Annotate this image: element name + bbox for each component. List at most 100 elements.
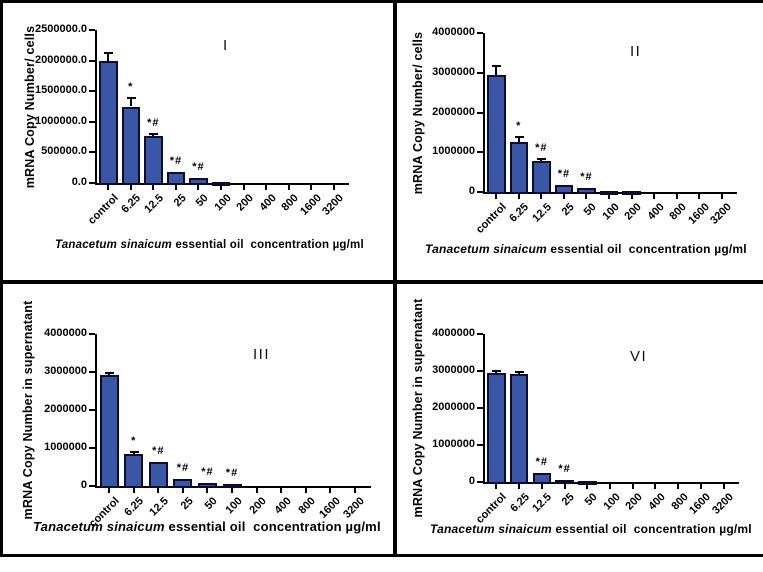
- y-tick-label: 500000.0: [41, 145, 87, 158]
- y-tick-label: 0: [468, 185, 475, 197]
- x-tick: [220, 185, 222, 190]
- x-category-label: 200: [234, 192, 257, 214]
- x-tick: [206, 488, 209, 493]
- x-category-label: 3200: [320, 192, 347, 218]
- significance-marker: *#: [176, 462, 190, 475]
- x-category-label: 12.5: [530, 201, 554, 225]
- y-tick: [477, 71, 483, 74]
- y-axis-line: [483, 334, 485, 484]
- x-tick: [495, 194, 498, 199]
- x-tick: [157, 488, 160, 493]
- bar-control: [487, 372, 506, 484]
- x-tick: [287, 185, 290, 190]
- y-axis-label: mRNA Copy Number/ cells: [411, 31, 425, 194]
- x-category-label: 12.5: [142, 192, 166, 216]
- y-tick: [89, 447, 95, 449]
- y-tick-label: 3000000: [432, 65, 475, 78]
- bar-200: [622, 190, 641, 195]
- x-tick: [562, 194, 565, 199]
- significance-marker: *#: [535, 456, 549, 469]
- y-tick: [89, 371, 95, 373]
- y-tick-label: 1500000.0: [35, 84, 87, 97]
- x-tick: [265, 185, 268, 190]
- x-category-label: 400: [646, 491, 668, 513]
- bar-25: [166, 171, 186, 185]
- x-category-label: 100: [600, 201, 622, 223]
- panel-III: III mRNA Copy Number in supernatant Tana…: [3, 284, 393, 554]
- bar-25: [173, 479, 193, 488]
- x-category-label: 200: [623, 491, 646, 513]
- x-category-label: 50: [581, 201, 599, 219]
- bar-12.5: [532, 473, 552, 484]
- x-category-label: 1600: [316, 495, 343, 521]
- panel-VI: VI mRNA Copy Number in supernatant Tanac…: [397, 284, 763, 554]
- y-tick-label: 2000000: [44, 403, 87, 415]
- bar-6.25: [121, 106, 141, 185]
- y-tick: [477, 32, 483, 34]
- bar-12.5: [144, 136, 163, 185]
- x-category-label: 200: [247, 495, 270, 517]
- panel-II: II mRNA Copy Number/ cells Tanacetum sin…: [397, 3, 763, 280]
- y-tick: [89, 59, 95, 62]
- x-category-label: 6.25: [507, 491, 532, 515]
- significance-marker: *#: [535, 142, 548, 155]
- significance-marker: *#: [558, 463, 571, 476]
- error-bar-cap: [149, 133, 159, 136]
- x-tick: [698, 194, 701, 199]
- bar-50: [197, 482, 217, 488]
- x-category-label: 1600: [297, 192, 324, 218]
- error-bar-cap: [492, 369, 502, 372]
- y-axis-line: [95, 30, 97, 185]
- x-axis-label-rest: essential oil concentration µg/ml: [164, 519, 381, 534]
- frame-top-border: [0, 0, 763, 3]
- y-tick: [89, 90, 95, 93]
- x-category-label: 400: [645, 201, 667, 223]
- significance-marker: *#: [152, 445, 165, 458]
- x-category-label: 12.5: [530, 491, 555, 515]
- x-category-label: 400: [272, 495, 294, 517]
- x-axis-label: Tanacetum sinaicum essential oil concent…: [33, 519, 381, 534]
- x-axis-label: Tanacetum sinaicum essential oil concent…: [425, 242, 747, 256]
- y-tick: [477, 407, 483, 409]
- divider-vertical: [393, 0, 397, 557]
- x-category-label: 100: [212, 192, 234, 214]
- x-category-label: 12.5: [147, 495, 171, 519]
- y-axis-line: [483, 33, 485, 194]
- y-tick: [477, 481, 483, 483]
- y-tick-label: 2500000.0: [35, 23, 87, 35]
- bar-control: [487, 74, 506, 194]
- error-bar: [517, 136, 520, 142]
- bar-6.25: [124, 453, 144, 488]
- bar-25: [555, 480, 574, 485]
- x-tick: [310, 185, 313, 190]
- bar-control: [99, 375, 119, 488]
- y-tick-label: 0.0: [71, 176, 87, 188]
- y-tick-label: 3000000: [432, 364, 475, 376]
- x-tick: [152, 185, 155, 190]
- error-bar: [129, 97, 132, 107]
- x-category-label: 6.25: [119, 192, 144, 216]
- x-category-label: 3200: [341, 495, 368, 521]
- x-category-label: 6.25: [122, 495, 147, 519]
- x-tick: [586, 484, 589, 489]
- x-axis-label-species: Tanacetum sinaicum: [425, 242, 547, 256]
- y-tick: [89, 409, 95, 411]
- x-tick: [699, 484, 702, 489]
- y-tick: [89, 333, 95, 335]
- x-category-label: 50: [202, 495, 220, 513]
- y-axis-label: mRNA Copy Number/ cells: [23, 25, 37, 188]
- significance-marker: *#: [147, 117, 160, 130]
- x-tick: [231, 488, 233, 493]
- bar-100: [211, 181, 231, 186]
- divider-horizontal: [0, 280, 763, 284]
- error-bar: [107, 52, 110, 61]
- y-tick-label: 4000000: [432, 26, 475, 38]
- x-tick: [631, 484, 634, 489]
- x-tick: [181, 488, 184, 493]
- error-bar-cap: [105, 371, 115, 374]
- x-tick: [197, 185, 200, 190]
- bar-12.5: [148, 462, 168, 488]
- error-bar: [495, 66, 498, 75]
- x-tick: [255, 488, 258, 493]
- error-bar-cap: [129, 451, 139, 454]
